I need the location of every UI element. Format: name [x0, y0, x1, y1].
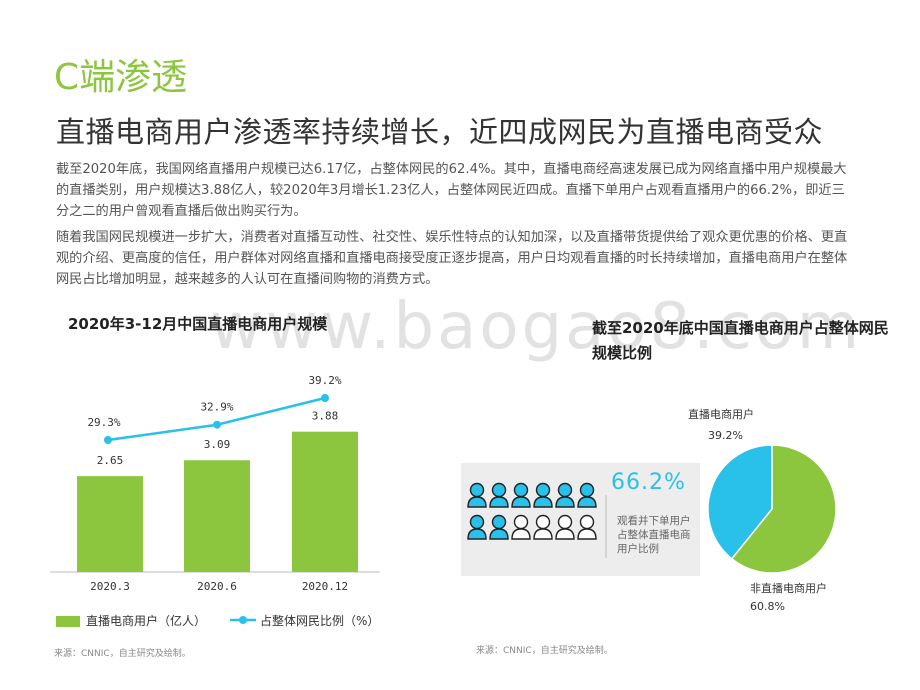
person-icon-9 [533, 514, 553, 540]
person-body-icon [467, 496, 487, 508]
body-paragraph-2: 随着我国网民规模进一步扩大，消费者对直播互动性、社交性、娱乐性特点的认知加深，以… [56, 230, 848, 287]
bar-value-label-0: 2.65 [97, 454, 124, 467]
line-value-label-2: 39.2% [308, 374, 341, 387]
bar-line-chart: 2.65 2020.3 3.09 2020.6 3.88 2020.12 29.3% 32.9… [50, 374, 380, 593]
person-head-icon [513, 514, 529, 530]
pie-value-non-live-users: 60.8% [750, 600, 785, 613]
person-icon-1 [489, 482, 509, 508]
person-head-icon [535, 514, 551, 530]
person-body-icon [555, 528, 575, 540]
line-point-2 [321, 394, 329, 402]
person-icon-11 [577, 514, 597, 540]
person-head-icon [491, 482, 507, 498]
line-value-label-0: 29.3% [87, 416, 120, 429]
pie-slice-0 [707, 444, 773, 560]
person-icon-5 [577, 482, 597, 508]
person-body-icon [533, 528, 553, 540]
person-head-icon [469, 482, 485, 498]
people-stat-value: 66.2% [611, 470, 686, 495]
bar-value-label-2: 3.88 [312, 410, 339, 423]
person-head-icon [491, 514, 507, 530]
person-body-icon [467, 528, 487, 540]
pie-label-live-users: 直播电商用户 [688, 408, 754, 421]
section-title: C端渗透 [54, 57, 188, 98]
bar-2 [292, 431, 358, 572]
person-body-icon [577, 528, 597, 540]
source-note-left: 来源：CNNIC，自主研究及绘制。 [54, 649, 191, 659]
watermark: www.baogao8.com [210, 290, 863, 364]
line-point-0 [104, 436, 112, 444]
person-body-icon [511, 496, 531, 508]
source-note-right: 来源：CNNIC，自主研究及绘制。 [476, 646, 613, 656]
legend-line-label: 占整体网民比例（%） [260, 614, 380, 628]
person-body-icon [555, 496, 575, 508]
x-tick-label-0: 2020.3 [90, 580, 130, 593]
person-body-icon [533, 496, 553, 508]
pie-value-live-users: 39.2% [708, 429, 743, 442]
line-value-label-1: 32.9% [200, 401, 233, 414]
person-head-icon [513, 482, 529, 498]
person-body-icon [511, 528, 531, 540]
legend-bar-swatch [56, 616, 80, 627]
person-head-icon [557, 514, 573, 530]
person-head-icon [557, 482, 573, 498]
body-paragraph-1: 截至2020年底，我国网络直播用户规模已达6.17亿，占整体网民的62.4%。其… [56, 162, 847, 219]
person-icon-6 [467, 514, 487, 540]
pie-label-non-live-users: 非直播电商用户 [750, 582, 827, 595]
person-head-icon [535, 482, 551, 498]
person-icon-8 [511, 514, 531, 540]
pie-slice-1 [730, 444, 837, 574]
person-head-icon [579, 514, 595, 530]
bar-0 [77, 476, 143, 572]
people-icon-grid [467, 482, 607, 558]
x-tick-label-2: 2020.12 [302, 580, 348, 593]
person-icon-2 [511, 482, 531, 508]
people-stat-description: 观看并下单用户占整体直播电商用户比例 [617, 515, 691, 555]
line-point-1 [213, 420, 221, 429]
person-head-icon [469, 514, 485, 530]
pie-chart-title: 截至2020年底中国直播电商用户占整体网民规模比例 [592, 319, 889, 362]
person-icon-10 [555, 514, 575, 540]
person-icon-3 [533, 482, 553, 508]
legend-bar-label: 直播电商用户（亿人） [86, 614, 207, 628]
legend-line-swatch [230, 616, 256, 624]
person-icon-7 [489, 514, 509, 540]
headline: 直播电商用户渗透率持续增长，近四成网民为直播电商受众 [56, 115, 824, 149]
x-tick-label-1: 2020.6 [197, 580, 237, 593]
bar-chart-title: 2020年3-12月中国直播电商用户规模 [68, 315, 328, 333]
pie-chart [707, 444, 837, 574]
person-icon-0 [467, 482, 487, 508]
person-body-icon [489, 528, 509, 540]
person-body-icon [577, 496, 597, 508]
bar-value-label-1: 3.09 [204, 438, 231, 451]
person-icon-4 [555, 482, 575, 508]
person-body-icon [489, 496, 509, 508]
bar-1 [184, 460, 250, 572]
person-head-icon [579, 482, 595, 498]
